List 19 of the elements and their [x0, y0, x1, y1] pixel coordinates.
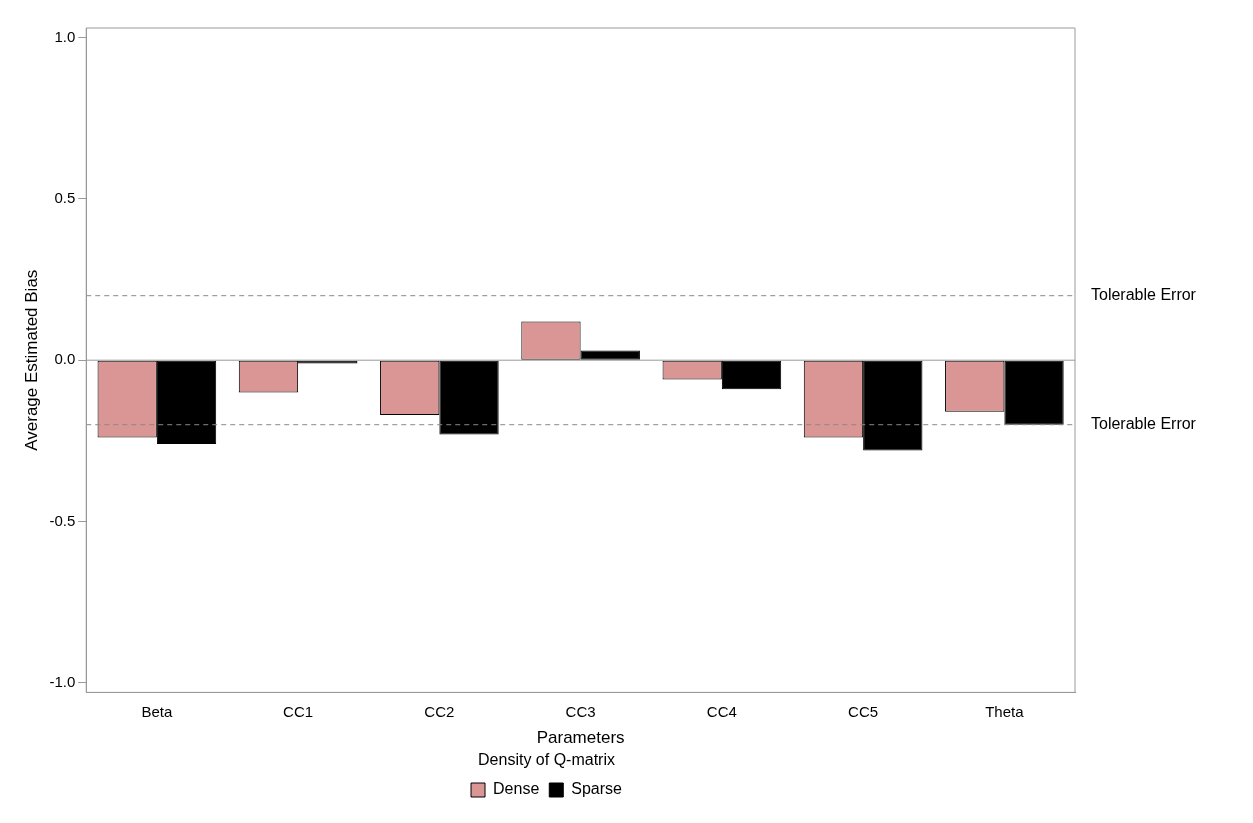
x-tick-label: Theta: [985, 702, 1025, 720]
x-tick-label: CC4: [706, 702, 737, 720]
x-tick-label: Beta: [141, 702, 173, 720]
x-tick-label: CC3: [565, 702, 596, 720]
ref-line-label: Tolerable Error: [1091, 415, 1197, 433]
y-tick-label: -0.5: [49, 511, 76, 529]
x-axis-title: Parameters: [536, 728, 625, 748]
x-tick-label: CC2: [424, 702, 455, 720]
y-axis-title: Average Estimated Bias: [21, 269, 41, 451]
y-tick-label: 0.5: [54, 189, 76, 207]
x-tick-label: CC1: [283, 702, 314, 720]
x-tick-label: CC5: [848, 702, 879, 720]
legend-label: Dense: [493, 780, 540, 798]
y-tick-label: 0.0: [54, 350, 76, 368]
ref-line-label: Tolerable Error: [1091, 286, 1197, 304]
y-tick-label: 1.0: [54, 27, 76, 45]
y-tick-label: -1.0: [49, 672, 76, 690]
legend-title: Density of Q-matrix: [478, 751, 615, 769]
legend-label: Sparse: [571, 780, 623, 798]
